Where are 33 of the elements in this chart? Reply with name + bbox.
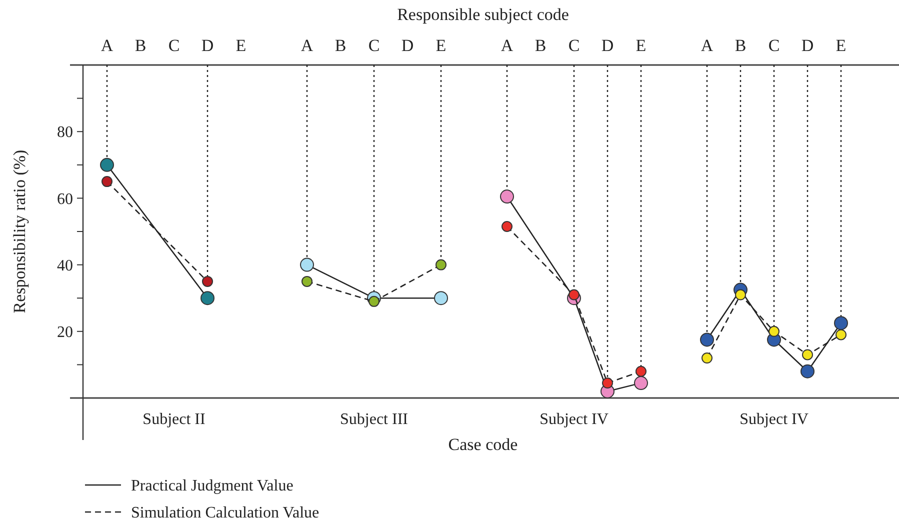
y-tick-label: 80	[57, 124, 73, 142]
x-tick-label: A	[700, 36, 714, 55]
x-tick-label: E	[636, 36, 646, 55]
x-tick-label: E	[236, 36, 246, 55]
x-tick-label: C	[568, 36, 580, 55]
x-tick-label: B	[334, 36, 346, 55]
legend-label: Simulation Calculation Value	[131, 504, 320, 522]
y-tick-label: 20	[57, 324, 73, 341]
x-tick-label: A	[100, 36, 114, 55]
x-tick-label: D	[201, 36, 214, 55]
y-axis-title: Responsibility ratio (%)	[10, 150, 29, 314]
x-tick-label: B	[734, 36, 746, 55]
x-tick-label: D	[401, 36, 414, 55]
x-tick-label: B	[134, 36, 146, 55]
x-axis-title: Subject III	[340, 411, 408, 428]
legend-label: Practical Judgment Value	[131, 478, 294, 495]
x-axis-title: Subject II	[142, 411, 206, 428]
x-tick-label: A	[500, 36, 514, 55]
x-axis-title: Subject IV	[540, 411, 609, 428]
text: Responsible subject code	[397, 5, 569, 24]
x-tick-label: D	[601, 36, 614, 55]
x-tick-label: C	[368, 36, 380, 55]
x-axis-title: Subject IV	[740, 411, 809, 428]
text: Case code	[448, 435, 518, 454]
x-tick-label: B	[534, 36, 546, 55]
x-tick-label: E	[836, 36, 846, 55]
y-tick-label: 40	[57, 257, 73, 274]
x-tick-label: C	[168, 36, 180, 55]
y-tick-label: 60	[57, 190, 73, 208]
x-tick-label: C	[768, 36, 780, 55]
x-tick-label: E	[436, 36, 446, 55]
x-tick-label: D	[801, 36, 814, 55]
x-tick-label: A	[300, 36, 314, 55]
